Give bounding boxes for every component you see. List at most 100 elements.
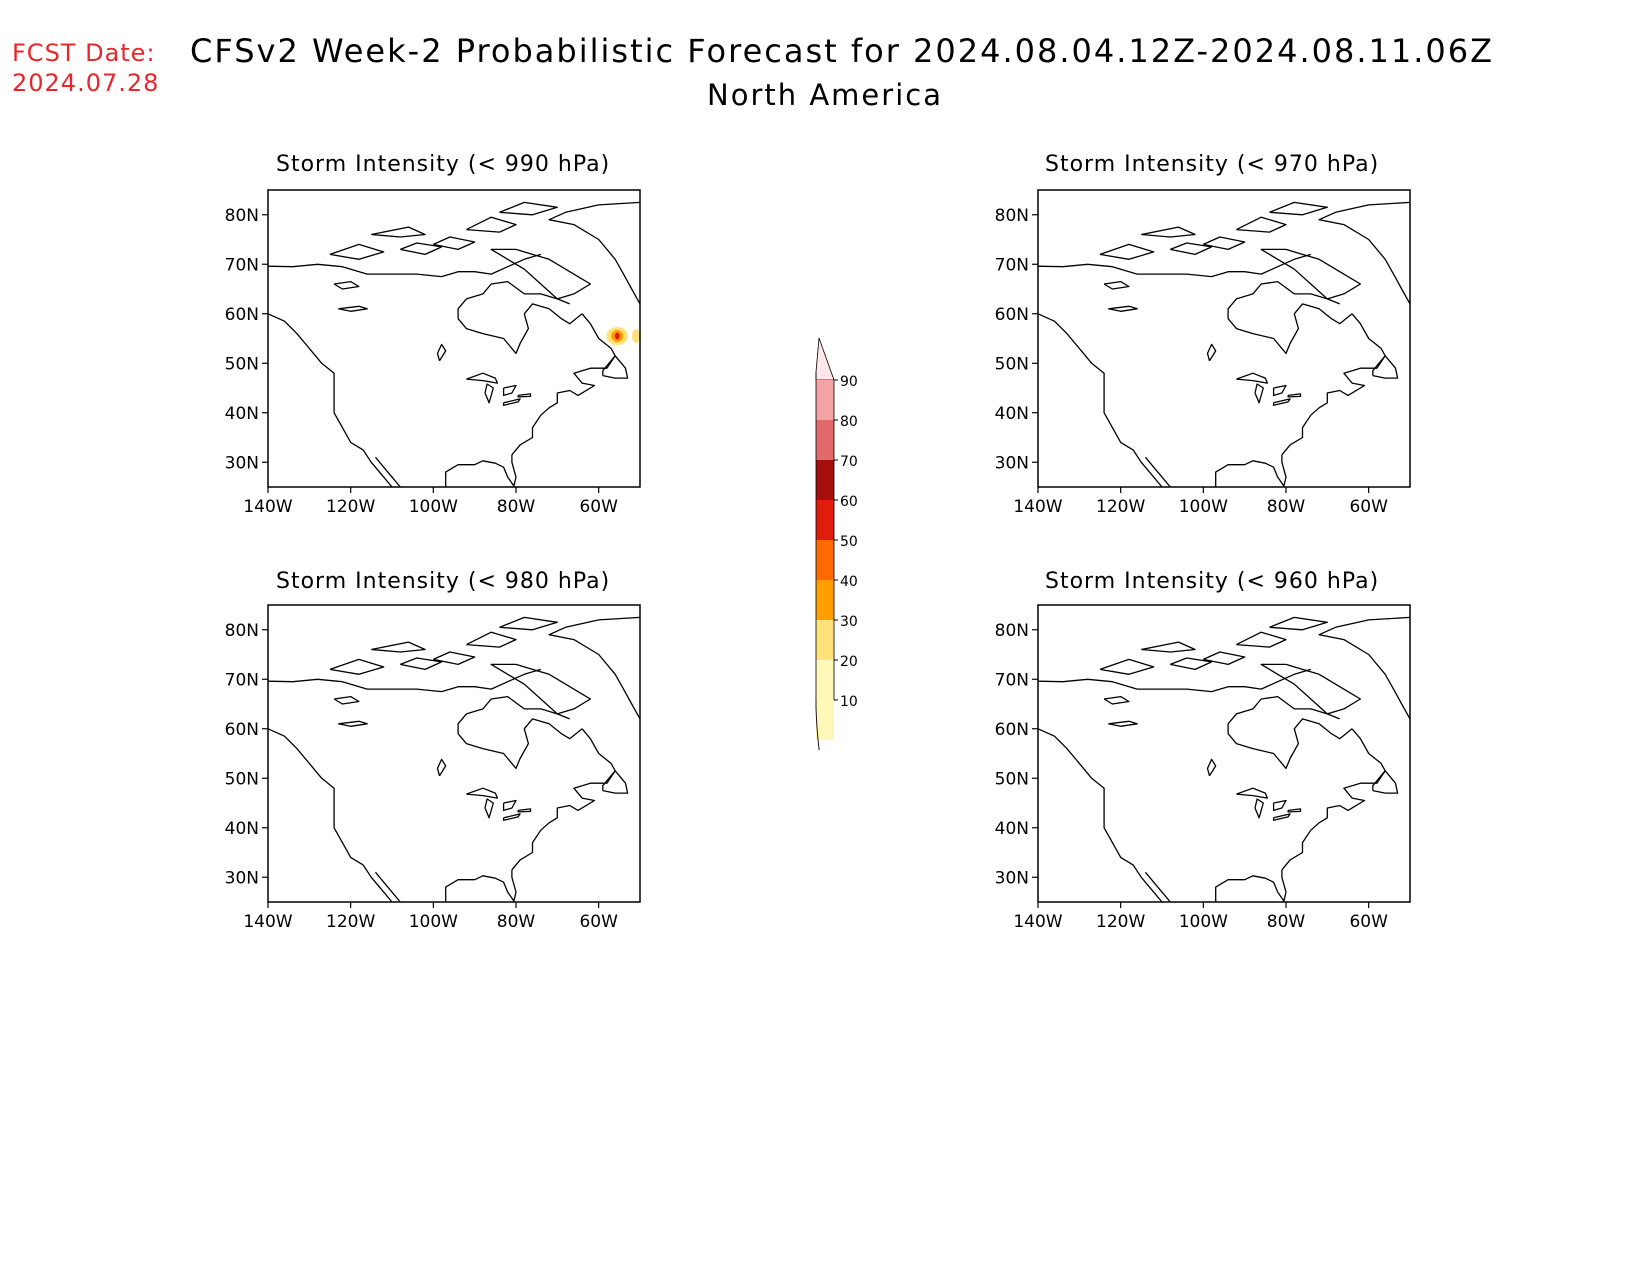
lon-label: 140W	[243, 912, 292, 932]
colorbar-label: 90	[840, 374, 858, 390]
coastline-4	[457, 303, 583, 355]
lat-label: 50N	[995, 354, 1029, 374]
coastline-13	[499, 201, 558, 216]
coastline-4	[1227, 303, 1353, 355]
map-panel-960: 80N 70N 60N 50N 40N 30N 140W 120W 100W 80W 60W	[995, 604, 1411, 932]
coastline-14	[400, 242, 443, 256]
coastline-21	[1206, 343, 1217, 362]
page-title: CFSv2 Week-2 Probabilistic Forecast for …	[190, 32, 1495, 70]
coastline-15	[466, 372, 499, 384]
coastline-11	[1203, 651, 1246, 666]
coastline-5	[1227, 695, 1340, 734]
coastline-9	[329, 658, 385, 675]
coastline-17	[502, 799, 517, 812]
map-panel-970: 80N 70N 60N 50N 40N 30N 140W 120W 100W 80W 60W	[995, 189, 1411, 517]
coastline-20	[602, 770, 629, 794]
coastline-12	[466, 631, 517, 648]
lat-label: 60N	[225, 305, 259, 325]
lat-label: 60N	[995, 305, 1029, 325]
panel-title-970: Storm Intensity (< 970 hPa)	[1045, 152, 1380, 177]
coastline-20	[602, 355, 629, 379]
coastline-11	[433, 651, 476, 666]
coastline-2	[1215, 869, 1287, 902]
coastline-16	[484, 798, 494, 819]
colorbar-segment	[816, 380, 834, 420]
coastline-0	[267, 728, 393, 903]
coastline-4	[1227, 718, 1353, 770]
panel-title-990: Storm Intensity (< 990 hPa)	[276, 152, 611, 177]
page-subtitle: North America	[707, 78, 943, 112]
lat-label: 60N	[225, 720, 259, 740]
lon-label: 140W	[1013, 912, 1062, 932]
coastline-23	[1103, 280, 1130, 290]
lat-label: 50N	[995, 769, 1029, 789]
forecast-date-block: FCST Date: 2024.07.28	[12, 38, 159, 98]
coastline-13	[499, 616, 558, 631]
coastline-5	[1227, 280, 1340, 319]
lat-label: 70N	[995, 670, 1029, 690]
coastline-2	[1215, 454, 1287, 487]
map-frame	[267, 604, 641, 903]
colorbar-segment	[816, 540, 834, 580]
coastline-12	[1236, 631, 1287, 648]
coastline-1	[374, 871, 401, 903]
colorbar-label: 10	[840, 694, 858, 710]
colorbar-segment	[816, 580, 834, 620]
colorbar-label: 30	[840, 614, 858, 630]
coastline-12	[1236, 216, 1287, 233]
lon-label: 120W	[1096, 497, 1145, 517]
colorbar-label: 20	[840, 654, 858, 670]
coastline-21	[436, 758, 447, 777]
lon-label: 80W	[1267, 497, 1306, 517]
lat-label: 30N	[225, 453, 259, 473]
map-frame	[1037, 189, 1411, 488]
coastline-14	[1170, 242, 1213, 256]
coastline-15	[1236, 787, 1269, 799]
panel-title-960: Storm Intensity (< 960 hPa)	[1045, 569, 1380, 594]
lon-label: 120W	[326, 497, 375, 517]
coastline-7	[1318, 616, 1411, 720]
lon-label: 80W	[1267, 912, 1306, 932]
coastline-8	[490, 248, 592, 300]
lon-label: 120W	[326, 912, 375, 932]
coastline-0	[267, 313, 393, 488]
colorbar-segment	[816, 660, 834, 700]
lat-label: 30N	[995, 453, 1029, 473]
lon-label: 100W	[409, 912, 458, 932]
coastline-22	[1108, 720, 1138, 727]
lat-label: 50N	[225, 354, 259, 374]
lon-label: 140W	[243, 497, 292, 517]
coastline-21	[436, 343, 447, 362]
lat-label: 80N	[225, 206, 259, 226]
lon-label: 140W	[1013, 497, 1062, 517]
colorbar-label: 80	[840, 414, 858, 430]
colorbar-segment	[816, 460, 834, 500]
coastline-19	[1287, 808, 1302, 813]
lat-label: 40N	[995, 404, 1029, 424]
lat-label: 60N	[995, 720, 1029, 740]
coastline-8	[1260, 663, 1362, 715]
coastline-3	[511, 313, 616, 456]
coastline-22	[338, 720, 368, 727]
lat-label: 70N	[995, 255, 1029, 275]
lon-label: 100W	[1179, 497, 1228, 517]
coastline-23	[333, 695, 360, 705]
coastline-23	[1103, 695, 1130, 705]
coastline-22	[1108, 305, 1138, 312]
coastline-5	[457, 280, 570, 319]
colorbar-bottom-cap	[815, 700, 820, 750]
coastline-15	[1236, 372, 1269, 384]
coastline-19	[517, 808, 532, 813]
map-panel-980: 80N 70N 60N 50N 40N 30N 140W 120W 100W 80W 60W	[225, 604, 641, 932]
lon-label: 100W	[1179, 912, 1228, 932]
colorbar-segment	[816, 700, 834, 740]
lon-label: 80W	[497, 497, 536, 517]
coastline-6	[267, 253, 541, 278]
coastline-16	[1254, 383, 1264, 404]
lat-label: 30N	[995, 868, 1029, 888]
coastline-14	[1170, 657, 1213, 671]
forecast-date-label: FCST Date:	[12, 39, 156, 67]
lat-label: 80N	[995, 206, 1029, 226]
lat-label: 80N	[995, 621, 1029, 641]
lon-label: 60W	[579, 912, 618, 932]
